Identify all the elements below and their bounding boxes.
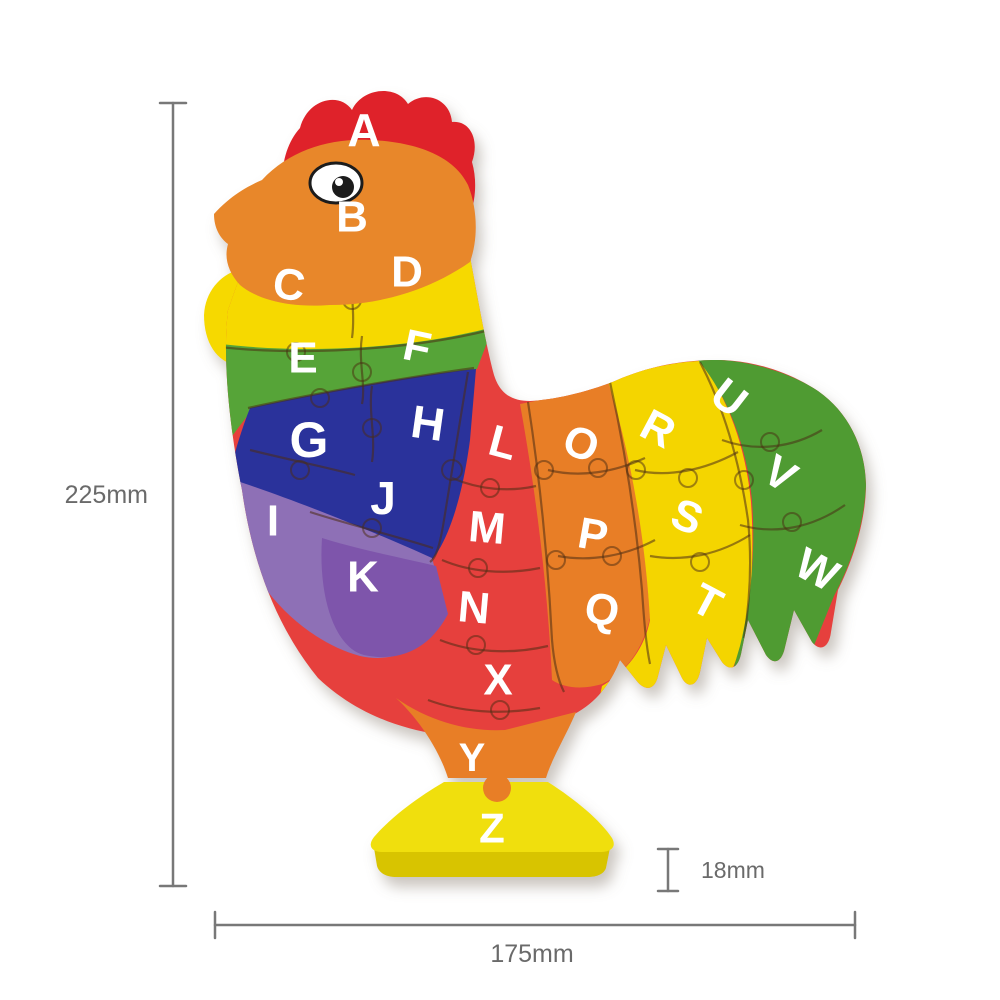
neck-green-band <box>225 327 493 468</box>
dimension-annotations: 225mm 175mm 18mm <box>65 101 857 968</box>
puzzle-letter-m: M <box>467 502 508 554</box>
height-dimension-label: 225mm <box>65 481 148 509</box>
puzzle-joint-lines <box>225 247 846 720</box>
foot-piece-z <box>370 782 614 852</box>
thickness-dimension-line <box>656 847 680 893</box>
puzzle-letter-g: G <box>290 412 329 468</box>
blue-band <box>228 369 476 560</box>
puzzle-letter-i: I <box>267 497 279 546</box>
puzzle-letter-a: A <box>347 104 380 156</box>
puzzle-letter-h: H <box>408 395 448 451</box>
eye-icon <box>308 161 364 205</box>
puzzle-letter-n: N <box>456 582 492 634</box>
width-dimension-label: 175mm <box>490 940 573 968</box>
puzzle-letter-y: Y <box>459 736 486 780</box>
puzzle-letter-c: C <box>270 259 308 312</box>
height-dimension-line <box>158 101 188 888</box>
puzzle-letter-x: X <box>483 656 512 705</box>
puzzle-letter-d: D <box>391 248 423 297</box>
width-dimension-line <box>213 910 857 940</box>
head-piece-b <box>214 139 476 306</box>
foot-piece-z-side <box>374 848 610 877</box>
puzzle-letter-e: E <box>288 334 317 383</box>
puzzle-letter-q: Q <box>581 583 623 637</box>
puzzle-letter-j: J <box>370 472 396 524</box>
purple-dark-region <box>321 538 448 658</box>
puzzle-letter-k: K <box>347 553 379 602</box>
leg-foot-knob <box>483 774 511 802</box>
puzzle-letter-b: B <box>336 193 368 242</box>
green-column <box>698 359 866 680</box>
orange-column <box>520 380 650 688</box>
leg-piece-y <box>396 698 576 778</box>
puzzle-letter-z: Z <box>479 805 505 852</box>
yellow-column <box>598 361 753 705</box>
thickness-dimension-label: 18mm <box>701 857 765 883</box>
